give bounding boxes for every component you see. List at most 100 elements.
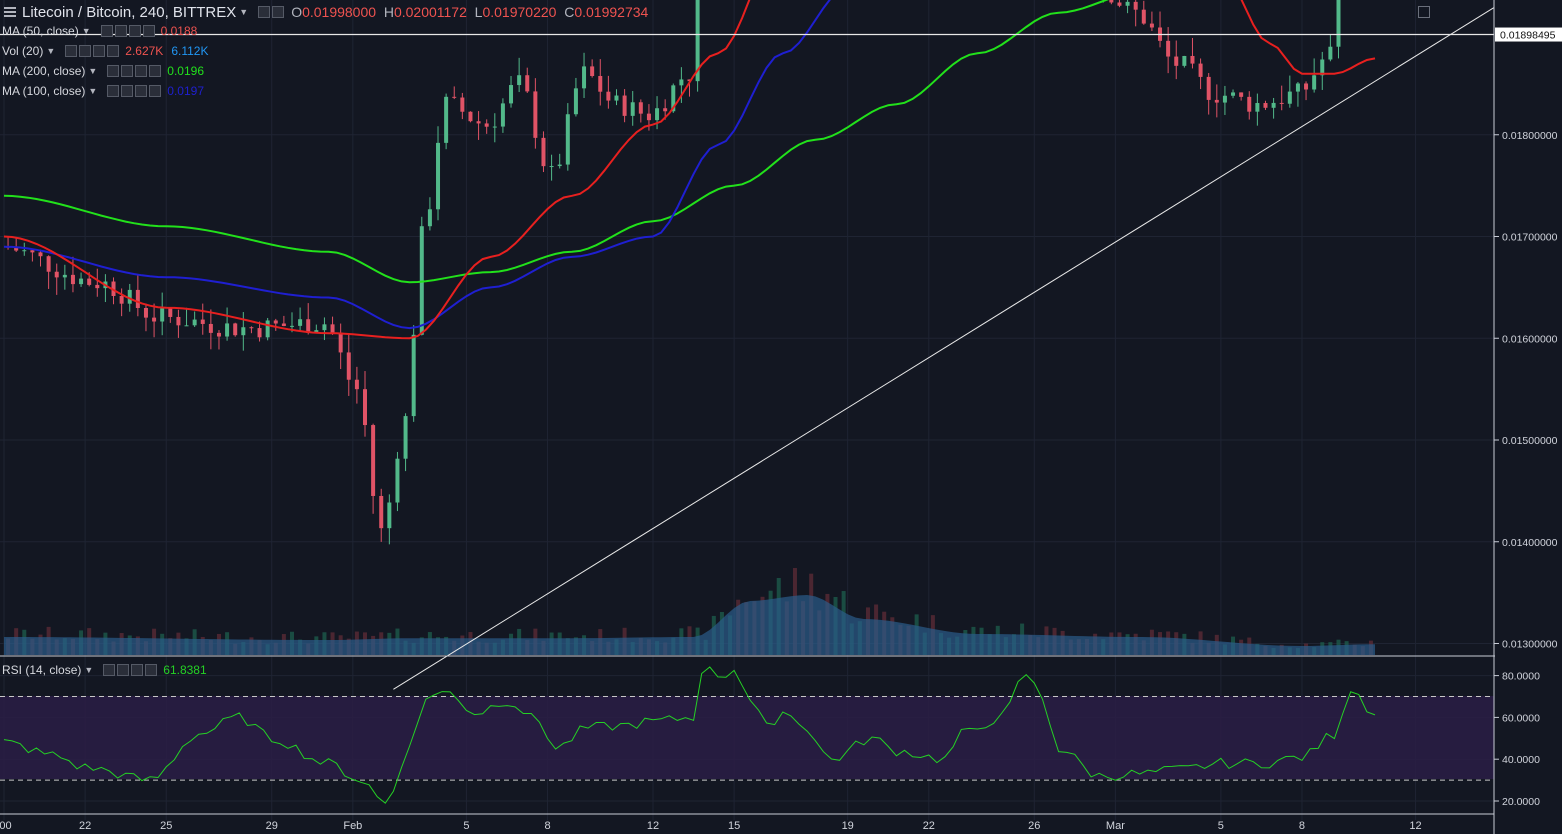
- candle-body: [135, 289, 140, 309]
- plus-icon[interactable]: [135, 85, 148, 97]
- candle-body: [127, 289, 132, 304]
- close-icon[interactable]: [145, 664, 158, 676]
- candle-body: [1247, 96, 1252, 112]
- candle-body: [476, 121, 481, 124]
- time-label: 8: [544, 820, 550, 832]
- maximize-icon[interactable]: [1418, 6, 1430, 18]
- indicator-ma100[interactable]: MA (100, close) ▼ 0.0197: [2, 84, 204, 98]
- indicator-volume[interactable]: Vol (20) ▼ 2.627K 6.112K: [2, 44, 209, 58]
- candle-body: [1255, 103, 1260, 112]
- time-label: 19: [842, 820, 854, 832]
- rsi-tick-label: 80.0000: [1502, 671, 1540, 683]
- close-icon[interactable]: [107, 45, 120, 57]
- candle-body: [184, 325, 189, 327]
- candle-body: [509, 85, 514, 104]
- indicator-ma200[interactable]: MA (200, close) ▼ 0.0196: [2, 64, 204, 78]
- candle-body: [168, 308, 173, 317]
- rsi-tick-label: 60.0000: [1502, 712, 1540, 724]
- candle-body: [655, 108, 660, 121]
- trendline: [393, 7, 1495, 690]
- candle-body: [590, 66, 595, 77]
- gear-icon[interactable]: [114, 25, 127, 37]
- candle-body: [1239, 92, 1244, 97]
- indicator-rsi[interactable]: RSI (14, close) ▼ 61.8381: [2, 663, 207, 677]
- menu-icon[interactable]: [4, 11, 16, 13]
- gear-icon[interactable]: [121, 65, 134, 77]
- candle-body: [517, 75, 522, 86]
- chevron-down-icon[interactable]: ▼: [88, 66, 98, 76]
- candle-body: [622, 95, 627, 116]
- eye-icon[interactable]: [100, 25, 113, 37]
- candle-body: [573, 88, 578, 115]
- candle-body: [638, 102, 643, 114]
- candle-body: [1174, 56, 1179, 66]
- gear-icon[interactable]: [121, 85, 134, 97]
- candle-body: [143, 308, 148, 318]
- candle-body: [630, 102, 635, 116]
- eye-icon[interactable]: [65, 45, 78, 57]
- volume-bars: [4, 568, 1375, 655]
- eye-icon[interactable]: [103, 664, 116, 676]
- candle-body: [484, 123, 489, 127]
- time-label: 5: [463, 820, 469, 832]
- candle-body: [549, 166, 554, 168]
- indicator-lines: [0, 0, 1495, 804]
- gear-icon[interactable]: [117, 664, 130, 676]
- candle-body: [614, 95, 619, 101]
- candle-body: [387, 502, 392, 529]
- symbol-title[interactable]: Litecoin / Bitcoin, 240, BITTREX: [22, 3, 237, 21]
- candle-body: [695, 0, 700, 82]
- candle-body: [1190, 55, 1195, 64]
- candle-body: [273, 320, 278, 324]
- price-tick-label: 0.01400000: [1502, 537, 1558, 549]
- plus-icon[interactable]: [131, 664, 144, 676]
- gear-icon[interactable]: [272, 6, 285, 18]
- plus-icon[interactable]: [93, 45, 106, 57]
- candle-body: [492, 126, 497, 128]
- indicator-ma50[interactable]: MA (50, close) ▼ 0.0188: [2, 24, 198, 38]
- plus-icon[interactable]: [128, 25, 141, 37]
- candle-body: [1109, 0, 1114, 3]
- time-label: 22: [923, 820, 935, 832]
- candle-body: [1263, 103, 1268, 108]
- candle-body: [160, 308, 165, 322]
- candle-body: [1279, 102, 1284, 104]
- candle-body: [208, 323, 213, 333]
- close-icon[interactable]: [149, 65, 162, 77]
- candle-body: [152, 317, 157, 322]
- chevron-down-icon[interactable]: ▼: [239, 7, 249, 17]
- level-mid-label-bg: [1495, 27, 1562, 42]
- eye-icon[interactable]: [258, 6, 271, 18]
- eye-icon[interactable]: [107, 65, 120, 77]
- candle-body: [671, 85, 676, 112]
- candle-body: [1295, 83, 1300, 92]
- symbol-header[interactable]: Litecoin / Bitcoin, 240, BITTREX ▼ O0.01…: [0, 2, 648, 22]
- eye-icon[interactable]: [107, 85, 120, 97]
- candle-body: [281, 323, 286, 327]
- candle-body: [565, 114, 570, 165]
- chevron-down-icon[interactable]: ▼: [84, 665, 94, 675]
- chevron-down-icon[interactable]: ▼: [46, 46, 56, 56]
- ma50-value: 0.0188: [160, 24, 198, 38]
- candle-body: [338, 332, 343, 353]
- candle-body: [403, 416, 408, 459]
- chevron-down-icon[interactable]: ▼: [88, 86, 98, 96]
- candle-body: [233, 323, 238, 336]
- candle-body: [241, 327, 246, 336]
- candle-body: [419, 226, 424, 335]
- candle-body: [1222, 95, 1227, 103]
- candle-body: [541, 137, 546, 167]
- price-axis-bg: [1495, 0, 1562, 834]
- close-icon[interactable]: [149, 85, 162, 97]
- time-label: 8: [1299, 820, 1305, 832]
- candle-body: [265, 320, 270, 338]
- volume-ma-value: 6.112K: [171, 44, 209, 58]
- plus-icon[interactable]: [135, 65, 148, 77]
- close-icon[interactable]: [142, 25, 155, 37]
- candle-body: [371, 425, 376, 496]
- gear-icon[interactable]: [79, 45, 92, 57]
- chevron-down-icon[interactable]: ▼: [81, 26, 91, 36]
- candle-body: [257, 328, 262, 338]
